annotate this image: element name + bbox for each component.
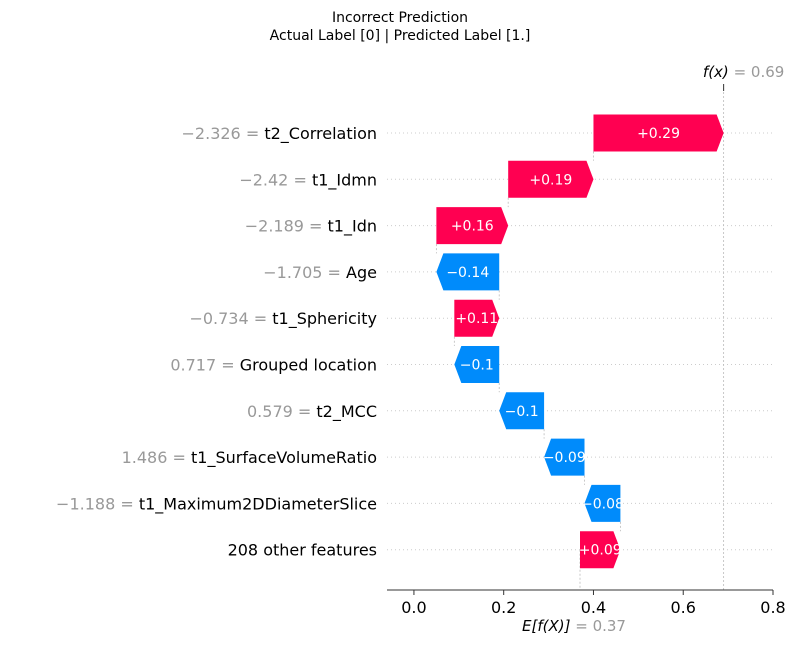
ex-value: = 0.37: [570, 617, 626, 635]
feature-name: Grouped location: [240, 356, 377, 375]
feature-name: t1_Sphericity: [272, 309, 377, 329]
bar-positive: [593, 114, 724, 152]
x-tick-label: 0.0: [401, 598, 426, 617]
bar-value-label: −0.1: [460, 358, 494, 374]
x-tick-label: 0.8: [760, 598, 785, 617]
feature-value: 1.486 =: [122, 448, 191, 467]
x-tick-label: 0.4: [581, 598, 606, 617]
fx-annotation: f(x) = 0.69: [703, 63, 784, 81]
feature-label: 0.579 = t2_MCC: [247, 402, 377, 422]
feature-name: Age: [346, 263, 377, 282]
feature-value: −1.188 =: [56, 494, 139, 513]
fx-value: = 0.69: [729, 63, 785, 81]
bar-negative: [436, 253, 500, 291]
feature-value: −1.705 =: [263, 263, 346, 282]
bar-positive: [508, 160, 594, 198]
chart-title: Incorrect Prediction: [331, 10, 469, 26]
feature-value: −0.734 =: [189, 309, 272, 328]
feature-value: −2.42 =: [239, 170, 312, 189]
ex-annotation: E[f(X)] = 0.37: [522, 617, 626, 635]
bar-negative: [454, 346, 500, 383]
feature-label: −2.326 = t2_Correlation: [182, 124, 377, 144]
bar-value-label: −0.08: [581, 496, 624, 512]
bar-value-label: −0.1: [505, 404, 539, 420]
feature-value: −2.326 =: [182, 124, 265, 143]
bar-value-label: −0.09: [543, 450, 586, 466]
feature-name: t1_Idn: [328, 217, 377, 237]
bar-negative: [584, 484, 621, 522]
feature-name: t1_SurfaceVolumeRatio: [191, 448, 377, 468]
bar-value-label: −0.14: [446, 265, 489, 281]
feature-name: 208 other features: [228, 541, 377, 560]
ex-label: E[f(X)]: [522, 617, 571, 635]
bar-positive: [436, 207, 509, 245]
x-tick-label: 0.6: [671, 598, 696, 617]
feature-label: 1.486 = t1_SurfaceVolumeRatio: [122, 448, 377, 468]
bar-value-label: +0.29: [637, 126, 680, 142]
feature-label: −1.188 = t1_Maximum2DDiameterSlice: [56, 494, 377, 514]
fx-label: f(x): [703, 63, 729, 81]
bar-value-label: +0.11: [455, 311, 498, 327]
bar-value-label: +0.19: [529, 172, 572, 188]
feature-label: 208 other features: [228, 541, 377, 560]
feature-label: 0.717 = Grouped location: [170, 356, 377, 375]
chart-subtitle: Actual Label [0] | Predicted Label [1.]: [269, 28, 531, 44]
bar-negative: [544, 438, 585, 476]
feature-value: 0.717 =: [170, 356, 239, 375]
feature-label: −2.189 = t1_Idn: [245, 217, 377, 237]
feature-name: t2_Correlation: [264, 124, 377, 144]
feature-name: t2_MCC: [316, 402, 377, 422]
bar-value-label: +0.16: [451, 219, 494, 235]
feature-label: −0.734 = t1_Sphericity: [189, 309, 377, 329]
feature-value: 0.579 =: [247, 402, 316, 421]
bar-value-label: +0.09: [579, 543, 622, 559]
feature-label: −2.42 = t1_Idmn: [239, 170, 377, 190]
x-tick-label: 0.2: [491, 598, 516, 617]
bar-negative: [499, 392, 545, 430]
bar-positive: [454, 299, 500, 337]
feature-name: t1_Idmn: [312, 170, 377, 190]
feature-name: t1_Maximum2DDiameterSlice: [139, 494, 377, 514]
feature-value: −2.189 =: [245, 217, 328, 236]
feature-label: −1.705 = Age: [263, 263, 377, 282]
bar-positive: [580, 531, 621, 569]
